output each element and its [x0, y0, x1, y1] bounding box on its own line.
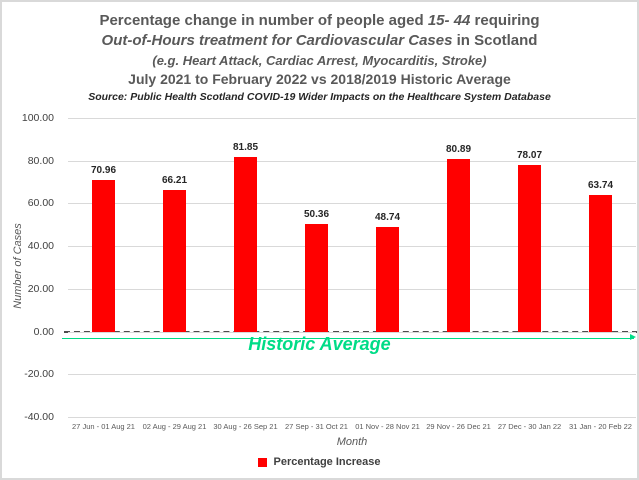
y-tick-label: -40.00 [24, 411, 54, 423]
y-tick-label: 0.00 [33, 325, 54, 338]
title-line-1: Percentage change in number of people ag… [99, 12, 540, 29]
title-line-4: July 2021 to February 2022 vs 2018/2019 … [128, 71, 511, 87]
gridline [68, 331, 636, 333]
legend-label: Percentage Increase [273, 456, 381, 468]
bar-value-label: 78.07 [516, 149, 543, 161]
y-tick-label: 40.00 [27, 240, 54, 253]
legend: Percentage Increase [2, 456, 637, 468]
bar-value-label: 48.74 [374, 212, 401, 224]
title-line-2: Out-of-Hours treatment for Cardiovascula… [101, 32, 538, 49]
bar-value-label: 80.89 [445, 143, 472, 155]
y-tick-label: 100.00 [21, 112, 54, 124]
bar [92, 180, 115, 332]
y-tick-label: 20.00 [27, 282, 54, 295]
x-tick-label: 27 Sep - 31 Oct 21 [285, 422, 348, 431]
bar [447, 158, 470, 332]
chart-title: Percentage change in number of people ag… [2, 11, 637, 105]
x-tick-label: 29 Nov - 26 Dec 21 [426, 422, 491, 431]
x-tick-label: 01 Nov - 28 Nov 21 [355, 422, 420, 431]
bar-value-label: 66.21 [161, 175, 188, 187]
bar-value-label: 50.36 [303, 209, 330, 221]
bar [234, 156, 257, 332]
arrow-right-icon [630, 334, 636, 341]
gridline [68, 417, 636, 418]
y-tick-label: 60.00 [27, 197, 54, 210]
bar [163, 190, 186, 332]
x-tick-label: 31 Jan - 20 Feb 22 [569, 422, 632, 431]
bar-value-label: 70.96 [90, 165, 117, 177]
gridline [68, 246, 636, 248]
gridline [68, 374, 636, 376]
bar [376, 227, 399, 332]
y-tick-label: -20.00 [24, 368, 54, 381]
x-tick-label: 27 Jun - 01 Aug 21 [72, 422, 135, 431]
plot-area: 70.96 66.21 81.85 50.36 48.74 80.89 78.07 63.74 [62, 118, 637, 418]
historic-average-label: Historic Average [248, 334, 391, 354]
y-tick-label: 80.00 [27, 154, 54, 167]
gridline [68, 288, 636, 290]
gridline [68, 203, 636, 205]
bar [589, 195, 612, 332]
x-tick-label: 02 Aug - 29 Aug 21 [142, 422, 207, 431]
y-axis-title: Number of Cases [12, 223, 24, 309]
title-line-3: (e.g. Heart Attack, Cardiac Arrest, Myoc… [152, 53, 487, 68]
historic-average-line [62, 334, 636, 341]
gridline [68, 118, 636, 119]
title-source: Source: Public Health Scotland COVID-19 … [88, 91, 551, 103]
legend-swatch-icon [258, 457, 268, 467]
bar-value-label: 81.85 [232, 141, 259, 153]
bar [305, 224, 328, 332]
gridline [68, 160, 636, 162]
bar [518, 164, 541, 332]
x-axis-title: Month [336, 436, 368, 448]
x-tick-label: 27 Dec - 30 Jan 22 [497, 422, 562, 431]
bar-value-label: 63.74 [587, 180, 614, 192]
x-tick-label: 30 Aug - 26 Sep 21 [213, 422, 278, 431]
